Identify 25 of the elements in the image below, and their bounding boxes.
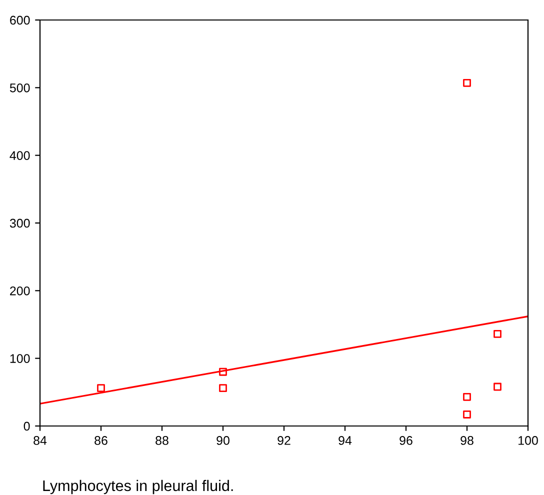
point — [219, 384, 227, 392]
x-tick-label: 86 — [94, 436, 108, 445]
x-tick-label: 90 — [216, 436, 230, 445]
point — [463, 78, 471, 87]
y-tick-label: 300 — [10, 218, 30, 228]
x-tick-label: 84 — [34, 436, 47, 445]
y-tick-label: 200 — [10, 286, 30, 296]
x-tick-label: 100 — [518, 436, 538, 445]
point — [463, 392, 471, 401]
y-tick-label: 100 — [10, 354, 30, 363]
x-tick-label: 94 — [338, 436, 352, 445]
text: Lymphocytes in pleural fluid. — [43, 480, 233, 494]
point — [463, 410, 471, 418]
y-tick-label: 600 — [10, 16, 30, 25]
x-tick-label: 96 — [400, 436, 412, 445]
point — [97, 384, 105, 392]
point — [219, 368, 227, 376]
y-tick-label: 0 — [24, 422, 30, 431]
x-tick-label: 92 — [278, 436, 290, 445]
y-tick-label: 400 — [10, 151, 30, 160]
y-tick-label: 500 — [10, 83, 30, 92]
point — [494, 382, 502, 391]
x-tick-label: 88 — [156, 436, 168, 445]
point — [494, 330, 502, 338]
x-tick-label: 98 — [460, 436, 474, 445]
